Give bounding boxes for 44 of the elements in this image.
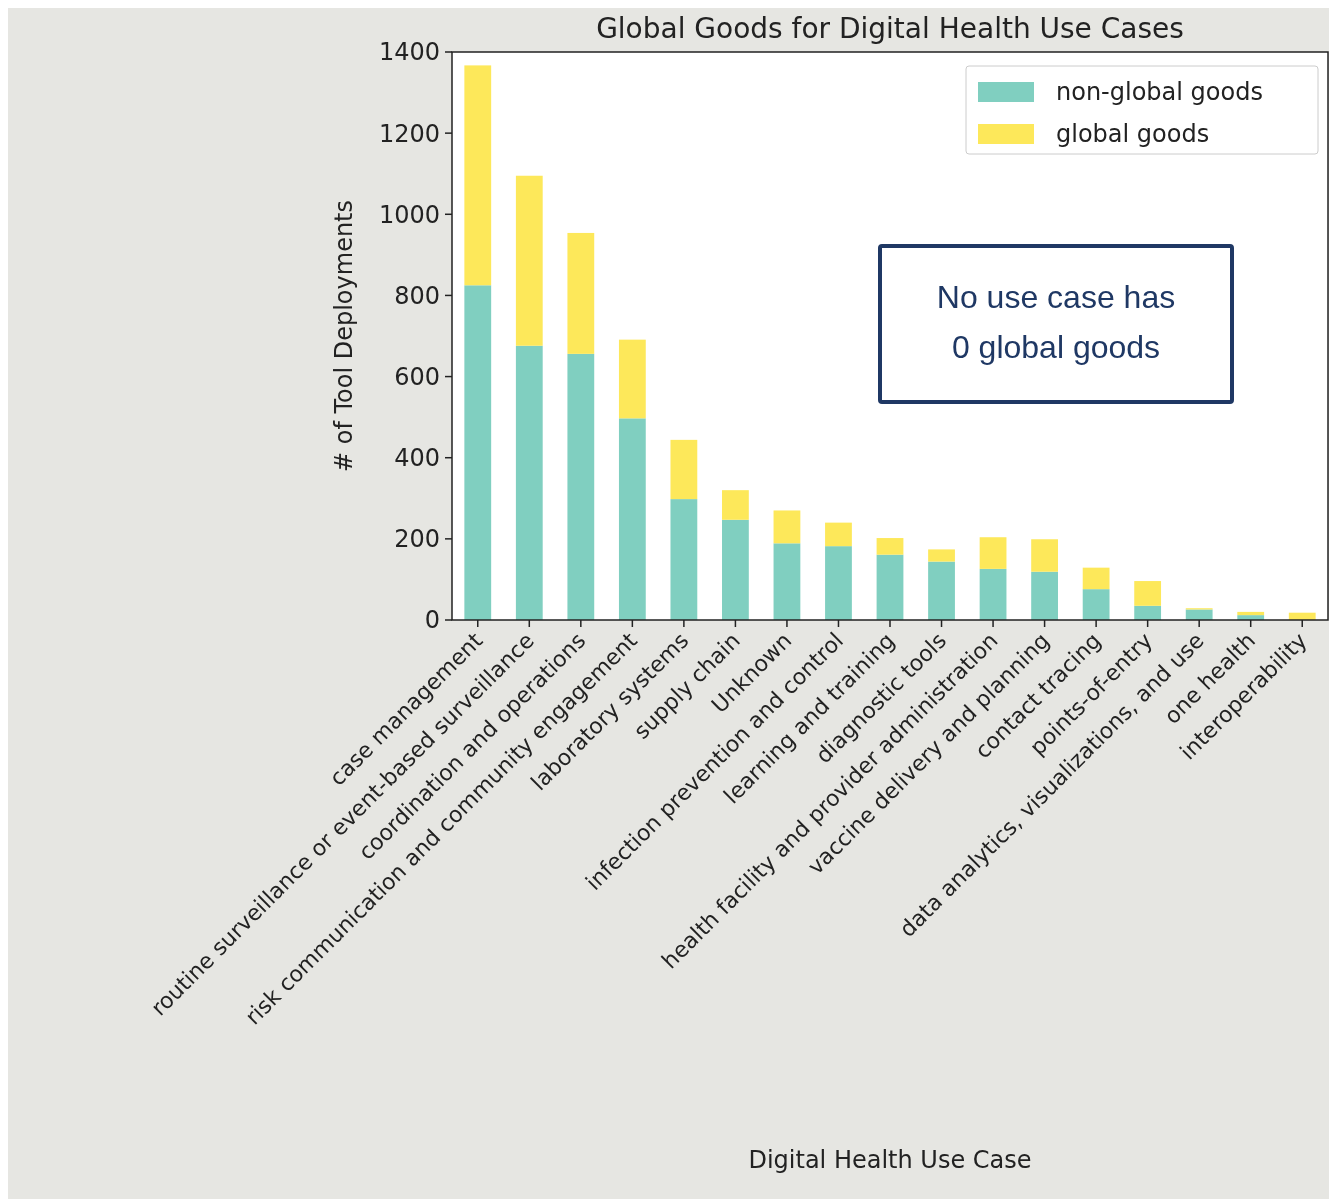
bar (1134, 581, 1162, 606)
bar (515, 175, 543, 346)
bar (1082, 589, 1110, 620)
bar (567, 232, 595, 354)
bar (567, 353, 595, 620)
y-tick-label: 800 (394, 281, 440, 310)
y-tick-label: 1400 (378, 38, 440, 67)
bar (1031, 539, 1058, 572)
bar (670, 439, 698, 500)
y-tick-label: 400 (394, 444, 440, 473)
chart-title: Global Goods for Digital Health Use Cases (596, 12, 1184, 45)
bar (876, 554, 904, 620)
bar (773, 510, 801, 544)
bar (1185, 609, 1213, 620)
legend-label: non-global goods (1056, 78, 1263, 107)
bar (979, 568, 1007, 620)
y-axis-title: # of Tool Deployments (330, 199, 358, 473)
y-tick-label: 1200 (378, 119, 440, 148)
bar (722, 519, 749, 620)
y-tick-label: 0 (424, 606, 440, 635)
bar (825, 546, 852, 620)
bar (979, 537, 1007, 569)
bar (464, 285, 492, 620)
bar (1237, 611, 1265, 616)
bar (825, 522, 852, 547)
annotation: No use case has 0 global goods (936, 279, 1176, 365)
bar (928, 549, 955, 562)
bar (722, 490, 749, 520)
bar (773, 543, 801, 620)
legend-label: global goods (1056, 120, 1210, 149)
bar (670, 499, 698, 620)
bar (618, 339, 646, 419)
bar (876, 538, 904, 555)
y-tick-label: 1000 (378, 200, 440, 229)
bar (1031, 571, 1058, 620)
x-axis-title: Digital Health Use Case (748, 1146, 1032, 1174)
bar (618, 418, 646, 620)
bar (464, 65, 492, 286)
bar (1134, 605, 1162, 620)
bar (1082, 567, 1110, 590)
y-tick-label: 600 (394, 362, 440, 391)
bar (515, 345, 543, 620)
y-tick-label: 200 (394, 525, 440, 554)
bar (928, 561, 955, 620)
